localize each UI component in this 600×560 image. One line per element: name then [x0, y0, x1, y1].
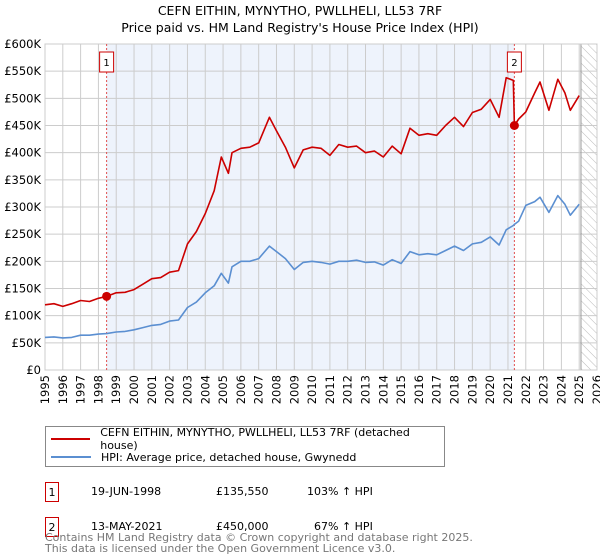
y-tick-label: £400K: [4, 146, 41, 160]
x-tick-label: 2009: [287, 375, 301, 404]
series-line: [44, 194, 580, 339]
sale-marker-box: [506, 51, 522, 73]
sale-point: [509, 121, 519, 130]
x-tick-label: 2017: [430, 375, 444, 404]
chart-subtitle: Price paid vs. HM Land Registry's House …: [121, 20, 479, 35]
x-tick-label: 1999: [109, 375, 123, 404]
plot-border: [44, 43, 598, 371]
legend-item-property: CEFN EITHIN, MYNYTHO, PWLLHELI, LL53 7RF…: [51, 426, 444, 452]
chart-legend: CEFN EITHIN, MYNYTHO, PWLLHELI, LL53 7RF…: [45, 426, 445, 467]
y-tick-label: £200K: [4, 254, 41, 268]
x-tick-label: 2014: [376, 375, 390, 404]
x-tick-label: 2026: [590, 375, 600, 404]
x-tick-label: 1998: [91, 375, 105, 404]
x-tick-label: 2011: [323, 375, 337, 404]
sale-point: [102, 291, 112, 301]
sale-price: £450,000: [216, 520, 269, 533]
x-tick-label: 2020: [483, 375, 497, 404]
y-tick-label: £450K: [4, 119, 41, 133]
y-tick-label: £300K: [4, 200, 41, 214]
x-tick-label: 2008: [269, 375, 283, 404]
x-tick-label: 2018: [448, 375, 462, 404]
y-tick-label: £100K: [4, 309, 41, 323]
x-tick-label: 1996: [56, 375, 70, 404]
y-tick-label: £500K: [4, 91, 41, 105]
footer-licence: This data is licensed under the Open Gov…: [45, 542, 396, 555]
x-tick-label: 2001: [145, 375, 159, 404]
x-tick-label: 2005: [216, 375, 230, 404]
x-tick-label: 2025: [572, 375, 586, 404]
sale-row: 2 13-MAY-2021 £450,000 67% ↑ HPI: [45, 517, 445, 539]
x-tick-label: 2010: [305, 375, 319, 404]
sale-marker-label: 1: [103, 58, 109, 69]
legend-swatch-blue: [51, 456, 91, 458]
sale-marker-badge: 2: [45, 517, 59, 537]
x-tick-label: 2015: [394, 375, 408, 404]
legend-item-hpi: HPI: Average price, detached house, Gwyn…: [51, 449, 356, 465]
sale-date: 13-MAY-2021: [91, 520, 163, 533]
y-tick-label: £350K: [4, 173, 41, 187]
y-tick-label: £150K: [4, 282, 41, 296]
y-tick-label: £600K: [4, 37, 41, 51]
x-tick-label: 2022: [519, 375, 533, 404]
sale-hpi: 67% ↑ HPI: [314, 520, 373, 533]
legend-label: HPI: Average price, detached house, Gwyn…: [101, 450, 357, 464]
x-tick-label: 2006: [234, 375, 248, 404]
series-line: [44, 76, 580, 308]
y-tick-label: £0: [26, 363, 41, 377]
x-tick-label: 2004: [198, 375, 212, 404]
x-tick-label: 2012: [341, 375, 355, 404]
x-tick-label: 2000: [127, 375, 141, 404]
chart-title: CEFN EITHIN, MYNYTHO, PWLLHELI, LL53 7RF: [157, 3, 443, 18]
x-tick-label: 2002: [163, 375, 177, 404]
y-tick-label: £550K: [4, 64, 41, 78]
sale-price: £135,550: [216, 485, 269, 498]
x-tick-label: 1997: [74, 375, 88, 404]
x-tick-label: 2021: [501, 375, 515, 404]
x-tick-label: 2003: [180, 375, 194, 404]
x-tick-label: 1995: [38, 375, 52, 404]
legend-label: CEFN EITHIN, MYNYTHO, PWLLHELI, LL53 7RF…: [100, 426, 410, 452]
x-tick-label: 2019: [465, 375, 479, 404]
x-tick-label: 2016: [412, 375, 426, 404]
sale-marker-label: 2: [511, 58, 517, 69]
footer-copyright: Contains HM Land Registry data © Crown c…: [45, 531, 473, 544]
y-tick-label: £250K: [4, 227, 41, 241]
sale-marker-box: [99, 51, 115, 73]
sale-row: 1 19-JUN-1998 £135,550 103% ↑ HPI: [45, 482, 445, 504]
x-tick-label: 2013: [359, 375, 373, 404]
chart-plot: 1995 1996 1997 1998 1999 2000 2001 2002 2003 2004…: [4, 37, 600, 404]
x-tick-label: 2023: [537, 375, 551, 404]
x-tick-label: 2007: [252, 375, 266, 404]
x-tick-label: 2024: [554, 375, 568, 404]
sale-date: 19-JUN-1998: [91, 485, 162, 498]
y-tick-label: £50K: [12, 336, 42, 350]
sale-hpi: 103% ↑ HPI: [307, 485, 373, 498]
legend-swatch-red: [51, 438, 91, 440]
sale-marker-badge: 1: [45, 482, 59, 502]
